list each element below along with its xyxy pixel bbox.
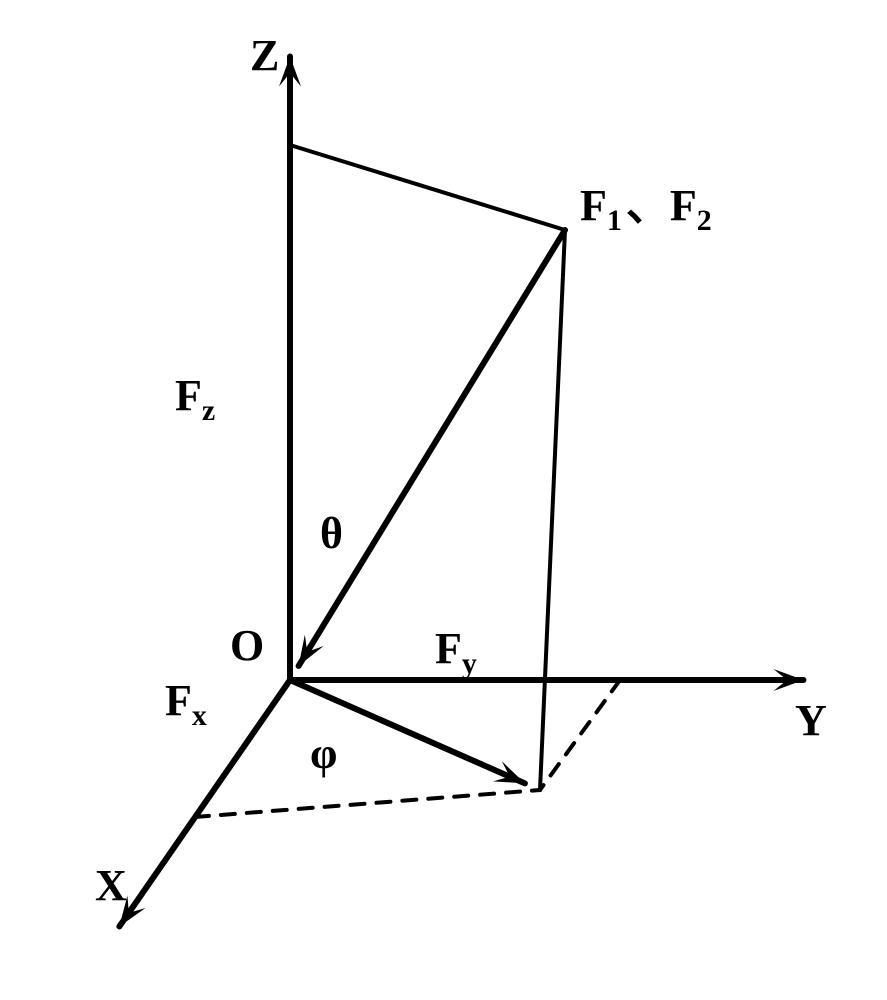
label-axis-Z: Z [250,31,279,80]
label-axis-X: X [95,861,127,910]
label-F1-F2: F1、F2 [580,181,712,237]
label-Fz: Fz [175,371,215,427]
label-phi: φ [310,729,337,778]
line-Fz_top-F [290,145,565,230]
label-Fy: Fy [435,624,477,680]
label-origin: O [230,621,264,670]
vector-F_main [299,230,565,666]
label-axis-Y: Y [795,696,827,745]
dash-Fx_end-Fxy [195,790,540,817]
dash-Yd-Fxy [540,680,620,790]
coordinate-diagram: Z Y X O Fz Fy Fx F1、F2 θ φ [0,0,887,1000]
diagram-layer: Z Y X O Fz Fy Fx F1、F2 θ φ [95,31,827,926]
label-theta: θ [320,509,343,558]
label-Fx: Fx [165,676,207,732]
line-F-Fxy [540,230,565,790]
